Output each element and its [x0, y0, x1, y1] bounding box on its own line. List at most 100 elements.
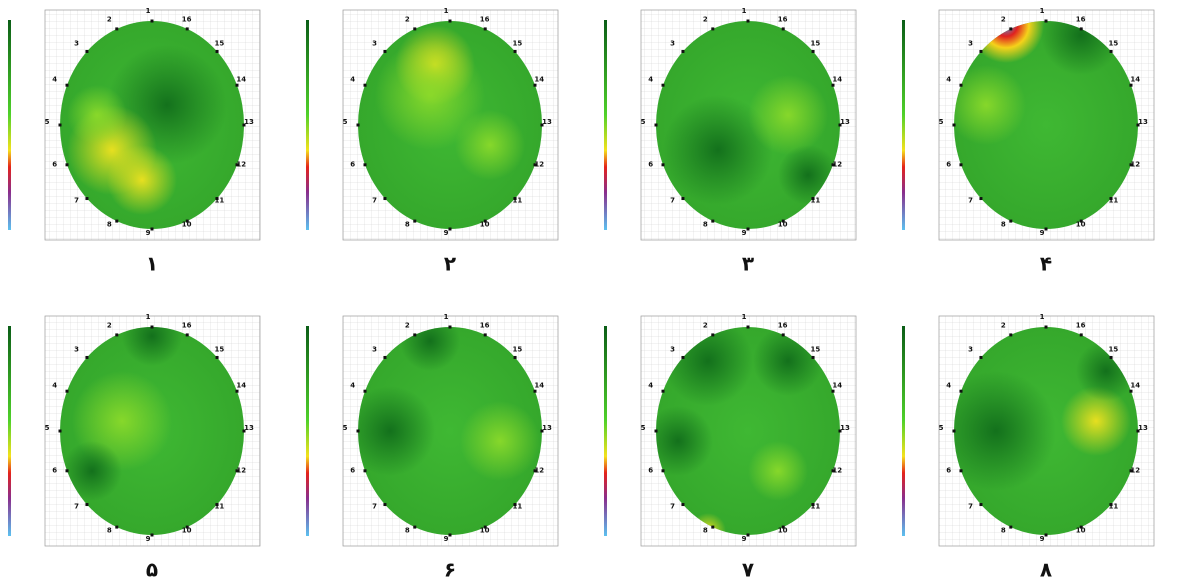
point-label: 9: [444, 229, 449, 237]
point-label: 11: [811, 196, 821, 204]
point-marker: [383, 503, 387, 507]
point-marker: [1136, 123, 1140, 127]
point-marker: [959, 389, 963, 393]
point-marker: [150, 533, 154, 537]
point-marker: [1079, 219, 1083, 223]
point-label: 13: [542, 424, 552, 432]
point-label: 7: [670, 196, 675, 204]
point-marker: [235, 163, 239, 167]
point-marker: [959, 83, 963, 87]
point-marker: [746, 227, 750, 231]
point-label: 7: [968, 196, 973, 204]
point-marker: [654, 429, 658, 433]
point-marker: [483, 27, 487, 31]
heat-blob: [1041, 21, 1121, 75]
point-marker: [483, 333, 487, 337]
point-label: 10: [480, 527, 490, 535]
point-label: 10: [778, 527, 788, 535]
point-label: 2: [405, 321, 410, 329]
point-marker: [1079, 27, 1083, 31]
heat-blob: [400, 327, 460, 371]
point-label: 6: [946, 466, 951, 474]
panel-label: ۷: [742, 558, 754, 582]
point-label: 14: [832, 382, 842, 390]
point-label: 5: [45, 118, 50, 126]
point-marker: [513, 355, 517, 359]
point-marker: [58, 429, 62, 433]
point-label: 1: [1040, 313, 1045, 321]
point-label: 6: [648, 160, 653, 168]
heat-blob: [1061, 386, 1131, 456]
point-marker: [661, 163, 665, 167]
point-label: 5: [641, 118, 646, 126]
point-label: 2: [107, 321, 112, 329]
panel-label: ۶: [444, 558, 456, 582]
point-marker: [185, 333, 189, 337]
point-label: 16: [182, 15, 192, 23]
point-label: 11: [215, 196, 225, 204]
point-label: 16: [480, 15, 490, 23]
point-label: 13: [840, 424, 850, 432]
heat-map: [358, 327, 542, 535]
point-marker: [150, 227, 154, 231]
point-marker: [483, 525, 487, 529]
point-marker: [681, 49, 685, 53]
point-marker: [363, 389, 367, 393]
point-label: 5: [343, 424, 348, 432]
point-marker: [1009, 27, 1013, 31]
point-marker: [811, 355, 815, 359]
point-label: 10: [1076, 221, 1086, 229]
point-marker: [661, 83, 665, 87]
point-label: 4: [946, 76, 951, 84]
point-marker: [185, 525, 189, 529]
point-marker: [952, 123, 956, 127]
point-label: 6: [52, 160, 57, 168]
point-label: 6: [648, 466, 653, 474]
point-marker: [831, 83, 835, 87]
point-marker: [115, 333, 119, 337]
point-label: 1: [1040, 7, 1045, 15]
point-marker: [533, 163, 537, 167]
point-marker: [1044, 533, 1048, 537]
heat-blob: [954, 371, 1056, 491]
heat-blob: [358, 386, 435, 476]
point-marker: [1109, 355, 1113, 359]
point-label: 13: [840, 118, 850, 126]
point-marker: [654, 123, 658, 127]
point-marker: [1044, 19, 1048, 23]
point-label: 1: [146, 7, 151, 15]
point-marker: [1079, 333, 1083, 337]
point-marker: [448, 227, 452, 231]
point-marker: [413, 333, 417, 337]
point-marker: [1109, 197, 1113, 201]
point-label: 11: [215, 502, 225, 510]
point-label: 11: [513, 502, 523, 510]
point-marker: [711, 333, 715, 337]
point-label: 12: [1130, 160, 1140, 168]
point-label: 3: [968, 346, 973, 354]
point-marker: [831, 163, 835, 167]
point-label: 13: [542, 118, 552, 126]
point-marker: [661, 389, 665, 393]
point-label: 5: [641, 424, 646, 432]
point-marker: [85, 355, 89, 359]
point-label: 14: [832, 76, 842, 84]
point-label: 2: [405, 15, 410, 23]
point-label: 10: [182, 527, 192, 535]
heat-blob: [375, 40, 485, 150]
point-label: 4: [52, 382, 57, 390]
point-label: 15: [1109, 346, 1119, 354]
heat-blob: [455, 110, 525, 180]
point-label: 6: [350, 466, 355, 474]
point-label: 8: [405, 221, 410, 229]
point-label: 9: [742, 229, 747, 237]
point-marker: [1129, 83, 1133, 87]
point-label: 2: [703, 321, 708, 329]
point-label: 16: [1076, 15, 1086, 23]
point-label: 5: [343, 118, 348, 126]
point-label: 15: [1109, 40, 1119, 48]
